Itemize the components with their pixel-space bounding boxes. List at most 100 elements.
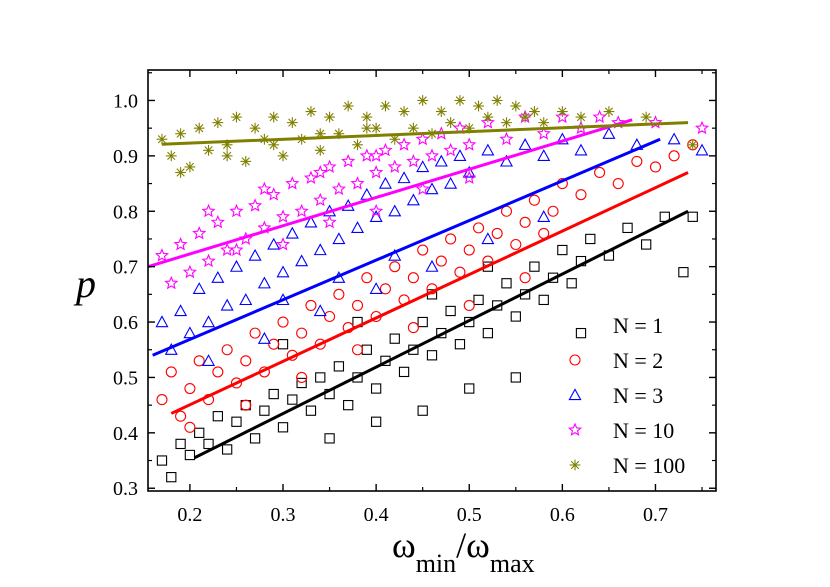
data-point <box>240 399 252 411</box>
data-point <box>313 165 328 179</box>
data-point <box>305 106 317 117</box>
data-point <box>277 150 289 162</box>
data-point <box>566 278 577 289</box>
x-tick-label: 0.7 <box>643 504 668 526</box>
fit-line-series-1 <box>170 171 689 415</box>
data-point <box>164 275 179 290</box>
data-point <box>378 176 392 189</box>
data-point <box>389 333 400 344</box>
data-point <box>398 106 410 117</box>
data-point <box>602 126 616 139</box>
data-point <box>369 203 384 218</box>
data-point <box>519 216 531 228</box>
data-point <box>315 372 326 383</box>
data-point <box>239 293 253 306</box>
data-point <box>482 111 494 123</box>
data-point <box>341 153 356 168</box>
data-point <box>361 122 373 134</box>
data-point <box>575 111 587 123</box>
legend: N = 1 N = 2 N = 3 N = 10 N = 100 <box>567 313 685 478</box>
data-point <box>406 153 421 168</box>
data-point <box>267 237 281 250</box>
data-point <box>155 315 169 328</box>
data-point <box>210 214 225 229</box>
data-point <box>313 192 328 207</box>
data-point <box>201 253 216 268</box>
data-point <box>462 137 477 151</box>
y-tick-label: 0.3 <box>113 478 138 500</box>
data-point <box>594 166 606 179</box>
data-point <box>231 416 242 427</box>
data-point <box>305 405 317 416</box>
data-point <box>175 167 186 178</box>
data-point <box>501 278 512 289</box>
data-point <box>369 165 384 179</box>
data-point <box>361 272 373 284</box>
data-point <box>445 233 457 245</box>
data-point <box>314 338 326 350</box>
data-point <box>277 422 289 433</box>
data-point <box>193 355 205 367</box>
y-tick-label: 0.6 <box>113 312 138 334</box>
data-point <box>174 304 188 317</box>
data-point <box>454 95 466 106</box>
data-point <box>641 239 652 250</box>
data-point <box>435 255 447 267</box>
data-point <box>370 416 382 427</box>
data-point <box>415 181 430 196</box>
data-point <box>248 248 262 261</box>
data-point <box>434 154 448 167</box>
data-point <box>324 111 335 123</box>
data-point <box>313 304 327 317</box>
data-point <box>454 339 466 350</box>
data-point <box>184 449 196 461</box>
data-point <box>184 382 196 395</box>
data-point <box>417 316 428 328</box>
data-point <box>221 344 233 356</box>
y-tick-label: 0.7 <box>113 257 138 279</box>
data-point <box>229 242 244 257</box>
fit-lines <box>148 118 689 460</box>
data-point <box>557 244 568 256</box>
data-point <box>343 399 354 411</box>
legend-marker-star <box>567 422 583 437</box>
data-point <box>266 187 281 201</box>
legend-item: N = 2 <box>569 348 663 373</box>
data-point <box>294 203 309 218</box>
fit-line-series-3 <box>148 118 633 269</box>
data-point <box>510 100 522 112</box>
data-point <box>538 117 550 129</box>
data-point <box>453 149 467 162</box>
data-point <box>221 444 233 455</box>
x-tick-label: 0.5 <box>457 504 482 526</box>
data-point <box>184 421 196 433</box>
data-point <box>389 261 401 273</box>
x-tick-label: 0.4 <box>364 504 389 526</box>
x-tick-label: 0.2 <box>177 504 202 526</box>
x-axis-label-omega1: ω <box>392 525 416 565</box>
data-point <box>240 156 252 167</box>
data-point <box>510 372 521 383</box>
data-point <box>406 193 420 206</box>
data-point <box>201 354 216 366</box>
data-point <box>248 198 263 212</box>
data-point <box>370 383 382 394</box>
plot-frame <box>147 69 717 492</box>
data-point <box>166 472 177 483</box>
data-point <box>175 128 186 140</box>
data-point <box>537 210 551 222</box>
data-point <box>407 322 419 334</box>
data-point <box>519 272 531 284</box>
data-point <box>257 181 272 196</box>
legend-label: N = 3 <box>613 383 663 408</box>
data-point <box>352 139 363 151</box>
x-tick-label: 0.6 <box>550 504 575 526</box>
data-point <box>417 244 429 256</box>
data-point <box>555 109 570 124</box>
legend-label: N = 1 <box>613 313 663 338</box>
data-point <box>324 310 336 323</box>
data-point <box>322 214 337 229</box>
data-point <box>462 170 477 185</box>
data-point <box>445 117 457 129</box>
data-point <box>333 288 345 300</box>
